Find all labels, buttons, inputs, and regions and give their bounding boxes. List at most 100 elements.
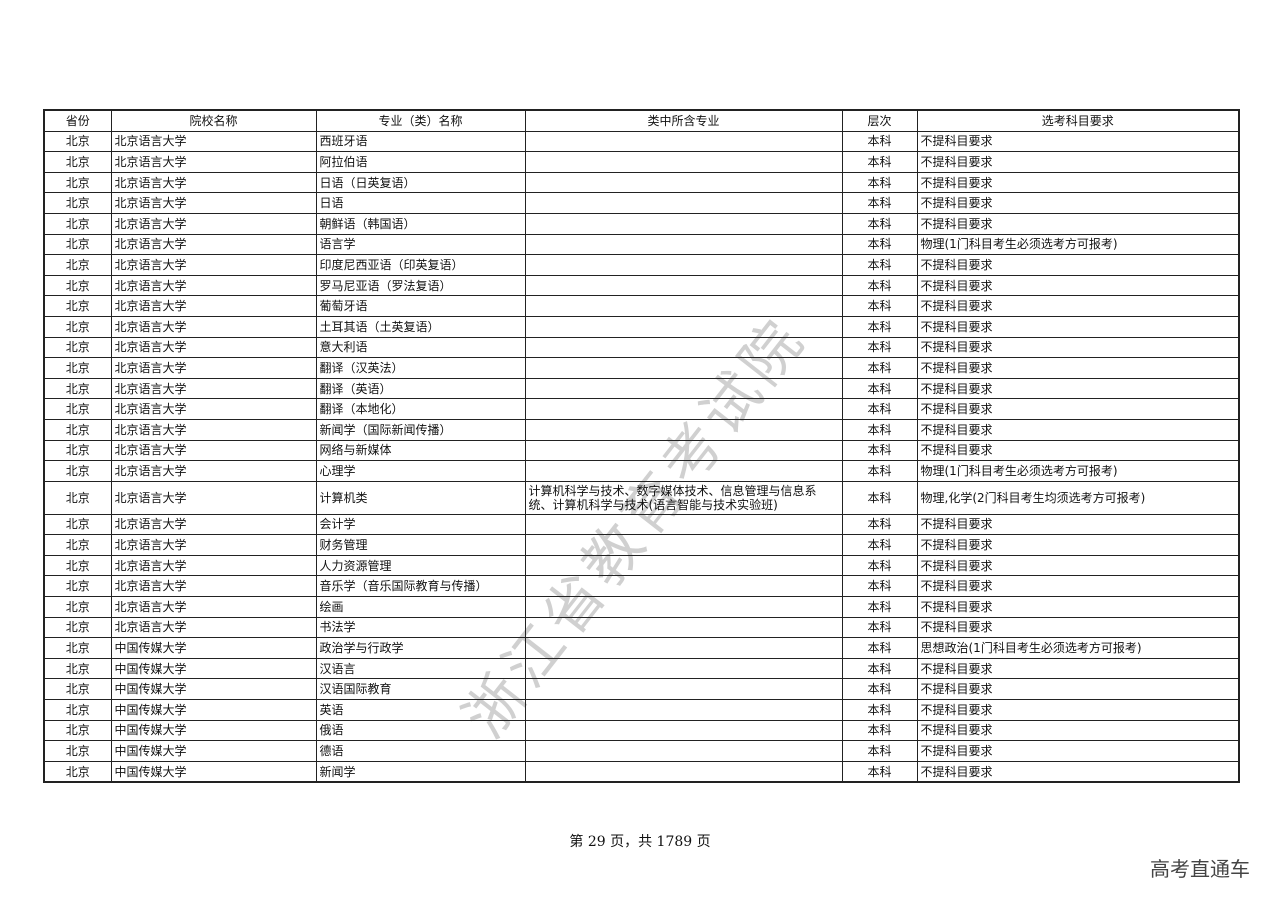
school-cell: 北京语言大学: [110, 336, 317, 359]
included-majors-cell: [524, 439, 843, 462]
school-cell: 中国传媒大学: [110, 699, 317, 721]
province-cell: 北京: [43, 657, 112, 680]
level-cell: 本科: [841, 513, 918, 536]
school-cell: 中国传媒大学: [110, 719, 317, 742]
subject-requirement-cell: 不提科目要求: [916, 274, 1240, 297]
subject-requirement-cell: 不提科目要求: [916, 212, 1240, 235]
included-majors-cell: [524, 460, 843, 482]
level-cell: 本科: [841, 719, 918, 742]
table-row: 北京 北京语言大学 翻译（汉英法） 本科 不提科目要求: [43, 357, 1240, 379]
subject-requirement-cell: 不提科目要求: [916, 513, 1240, 536]
included-majors-cell: [524, 575, 843, 598]
school-cell: 北京语言大学: [110, 460, 317, 482]
school-cell: 中国传媒大学: [110, 657, 317, 680]
subject-requirement-cell: 不提科目要求: [916, 740, 1240, 762]
province-cell: 北京: [43, 760, 112, 783]
level-cell: 本科: [841, 575, 918, 598]
major-cell: 翻译（汉英法）: [315, 357, 526, 379]
level-cell: 本科: [841, 534, 918, 556]
school-cell: 北京语言大学: [110, 480, 317, 515]
table-row: 北京 北京语言大学 语言学 本科 物理(1门科目考生必须选考方可报考): [43, 233, 1240, 256]
level-cell: 本科: [841, 357, 918, 379]
included-majors-cell: [524, 151, 843, 173]
major-cell: 朝鲜语（韩国语）: [315, 212, 526, 235]
major-cell: 翻译（本地化）: [315, 398, 526, 420]
province-cell: 北京: [43, 233, 112, 256]
table-row: 北京 北京语言大学 翻译（本地化） 本科 不提科目要求: [43, 398, 1240, 420]
table-row: 北京 北京语言大学 日语 本科 不提科目要求: [43, 192, 1240, 214]
level-cell: 本科: [841, 740, 918, 762]
major-cell: 罗马尼亚语（罗法复语）: [315, 274, 526, 297]
school-cell: 北京语言大学: [110, 295, 317, 317]
table-row: 北京 北京语言大学 音乐学（音乐国际教育与传播） 本科 不提科目要求: [43, 575, 1240, 598]
school-cell: 中国传媒大学: [110, 678, 317, 701]
subject-requirement-cell: 不提科目要求: [916, 719, 1240, 742]
table-row: 北京 北京语言大学 日语（日英复语） 本科 不提科目要求: [43, 171, 1240, 194]
school-cell: 北京语言大学: [110, 534, 317, 556]
column-header: 层次: [841, 109, 918, 132]
column-header: 类中所含专业: [524, 109, 843, 132]
school-cell: 北京语言大学: [110, 439, 317, 462]
major-cell: 意大利语: [315, 336, 526, 359]
school-cell: 北京语言大学: [110, 554, 317, 577]
included-majors-cell: [524, 336, 843, 359]
level-cell: 本科: [841, 418, 918, 441]
school-cell: 北京语言大学: [110, 357, 317, 379]
major-cell: 阿拉伯语: [315, 151, 526, 173]
school-cell: 北京语言大学: [110, 377, 317, 400]
province-cell: 北京: [43, 254, 112, 276]
school-cell: 北京语言大学: [110, 151, 317, 173]
province-cell: 北京: [43, 534, 112, 556]
school-cell: 北京语言大学: [110, 418, 317, 441]
table-row: 北京 北京语言大学 意大利语 本科 不提科目要求: [43, 336, 1240, 359]
included-majors-cell: [524, 398, 843, 420]
level-cell: 本科: [841, 439, 918, 462]
included-majors-cell: [524, 637, 843, 659]
major-cell: 英语: [315, 699, 526, 721]
table-row: 北京 北京语言大学 心理学 本科 物理(1门科目考生必须选考方可报考): [43, 460, 1240, 482]
table-row: 北京 北京语言大学 会计学 本科 不提科目要求: [43, 513, 1240, 536]
included-majors-cell: [524, 678, 843, 701]
major-cell: 俄语: [315, 719, 526, 742]
included-majors-cell: [524, 554, 843, 577]
table-row: 北京 中国传媒大学 汉语言 本科 不提科目要求: [43, 657, 1240, 680]
level-cell: 本科: [841, 657, 918, 680]
level-cell: 本科: [841, 336, 918, 359]
school-cell: 北京语言大学: [110, 254, 317, 276]
included-majors-cell: [524, 274, 843, 297]
brand-logo-text: 高考直通车: [1150, 857, 1250, 881]
table-row: 北京 北京语言大学 财务管理 本科 不提科目要求: [43, 534, 1240, 556]
column-header: 专业（类）名称: [315, 109, 526, 132]
province-cell: 北京: [43, 130, 112, 153]
level-cell: 本科: [841, 398, 918, 420]
province-cell: 北京: [43, 377, 112, 400]
included-majors-cell: [524, 192, 843, 214]
major-cell: 汉语言: [315, 657, 526, 680]
subject-requirement-cell: 不提科目要求: [916, 534, 1240, 556]
major-cell: 财务管理: [315, 534, 526, 556]
subject-requirement-cell: 不提科目要求: [916, 315, 1240, 338]
included-majors-cell: [524, 233, 843, 256]
province-cell: 北京: [43, 554, 112, 577]
province-cell: 北京: [43, 596, 112, 618]
included-majors-cell: [524, 315, 843, 338]
table-row: 北京 中国传媒大学 汉语国际教育 本科 不提科目要求: [43, 678, 1240, 701]
subject-requirement-cell: 不提科目要求: [916, 678, 1240, 701]
level-cell: 本科: [841, 596, 918, 618]
table-row: 北京 中国传媒大学 新闻学 本科 不提科目要求: [43, 760, 1240, 783]
school-cell: 北京语言大学: [110, 130, 317, 153]
page-number: 第 29 页，共 1789 页: [569, 834, 711, 850]
subject-requirement-cell: 不提科目要求: [916, 336, 1240, 359]
level-cell: 本科: [841, 760, 918, 783]
level-cell: 本科: [841, 480, 918, 515]
included-majors-cell: [524, 760, 843, 783]
province-cell: 北京: [43, 439, 112, 462]
province-cell: 北京: [43, 295, 112, 317]
school-cell: 北京语言大学: [110, 513, 317, 536]
level-cell: 本科: [841, 460, 918, 482]
province-cell: 北京: [43, 398, 112, 420]
level-cell: 本科: [841, 151, 918, 173]
major-cell: 土耳其语（土英复语）: [315, 315, 526, 338]
majors-table: 省份 院校名称 专业（类）名称 类中所含专业 层次 选考科目要求 北京 北京语言大学 西班牙语…: [43, 109, 1240, 784]
major-cell: 音乐学（音乐国际教育与传播）: [315, 575, 526, 598]
